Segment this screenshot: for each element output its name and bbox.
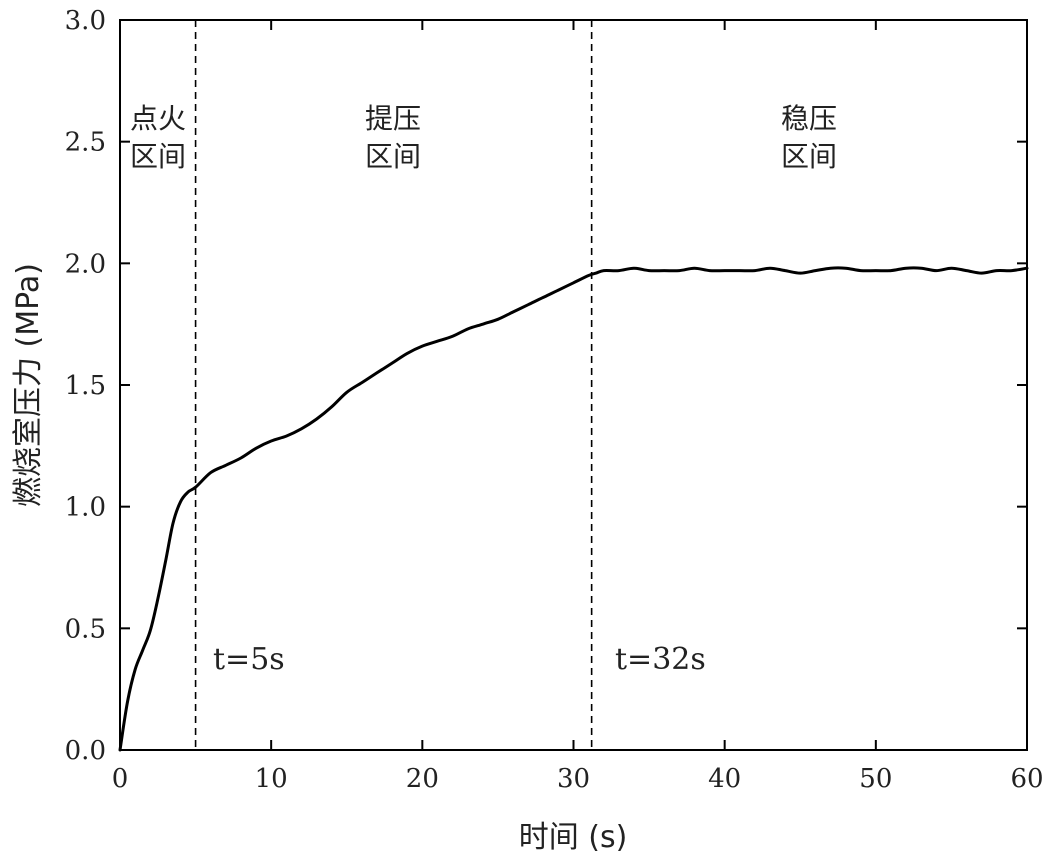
y-tick-label: 3.0 [65,6,106,36]
vline-label-2: t=32s [615,642,706,677]
x-tick-label: 60 [1010,764,1043,794]
region-label-ramp-1: 提压 [365,102,421,135]
axis-ticks: 0 10 20 30 40 50 60 0.0 0.5 1.0 1.5 2.0 2.5 3.0 [65,6,1044,794]
y-tick-label: 1.5 [65,371,106,401]
x-axis-title: 时间 (s) [519,820,628,855]
plot-frame [119,19,1028,751]
y-tick-label: 0.5 [65,614,106,644]
region-label-ramp-2: 区间 [365,140,421,173]
divider-lines [194,20,593,750]
region-label-steady-1: 稳压 [781,102,837,135]
x-tick-label: 50 [859,764,892,794]
region-label-ignition-2: 区间 [130,140,186,173]
y-tick-label: 1.0 [65,493,106,523]
x-tick-label: 10 [255,764,288,794]
y-axis-title: 燃烧室压力 (MPa) [11,263,46,507]
x-tick-label: 0 [112,764,129,794]
x-tick-label: 20 [406,764,439,794]
x-tick-label: 40 [708,764,741,794]
x-tick-label: 30 [557,764,590,794]
y-tick-label: 2.5 [65,128,106,158]
vline-label-1: t=5s [213,642,285,677]
y-tick-label: 0.0 [65,736,106,766]
region-label-ignition-1: 点火 [130,102,186,135]
region-label-steady-2: 区间 [781,140,837,173]
pressure-curve [118,266,1029,752]
y-tick-label: 2.0 [65,249,106,279]
